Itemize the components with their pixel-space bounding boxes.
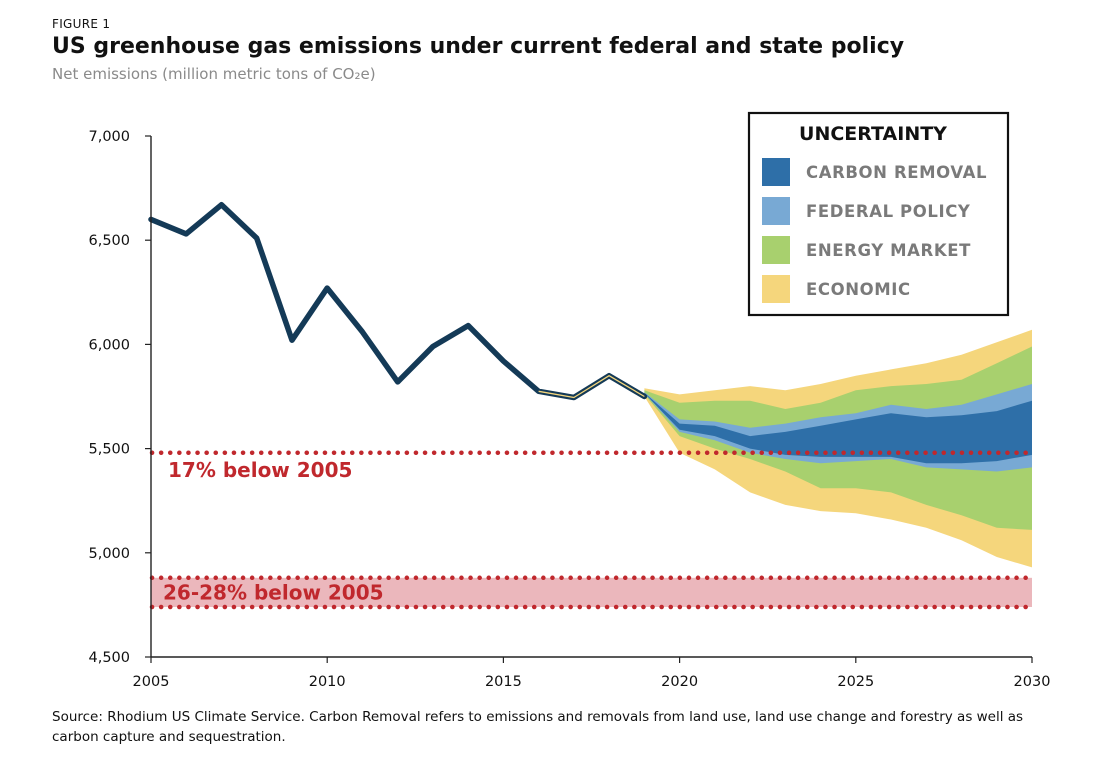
x-tick-label: 2005 [133,674,170,690]
historical-emissions [148,202,648,401]
y-tick-label: 6,000 [88,337,130,353]
y-tick-label: 6,500 [88,233,130,249]
legend-swatch-economic [762,275,790,303]
chart-subtitle: Net emissions (million metric tons of CO… [52,65,376,83]
x-tick-label: 2010 [309,674,346,690]
y-tick-label: 5,500 [88,442,130,458]
figure-label: FIGURE 1 [52,17,111,31]
chart-title: US greenhouse gas emissions under curren… [52,34,905,59]
legend-swatch-energy-market [762,236,790,264]
legend-swatch-carbon-removal [762,158,790,186]
legend-box [747,111,1010,317]
legend-label-economic: ECONOMIC [806,280,911,299]
band-carbon-removal [644,392,1032,464]
legend-label-carbon-removal: CARBON REMOVAL [806,163,987,182]
history-line-core [538,375,645,399]
x-tick-label: 2025 [837,674,874,690]
legend: UNCERTAINTY CARBON REMOVAL FEDERAL POLICY E… [747,111,1010,317]
target-label-26-28: 26-28% below 2005 [163,580,384,604]
y-tick-label: 4,500 [88,650,130,666]
target-lines: 17% below 2005 26-28% below 2005 [149,450,1035,610]
legend-title: UNCERTAINTY [799,123,947,145]
x-tick-label: 2030 [1014,674,1051,690]
axes: 4,500 5,000 5,500 6,000 6,500 7,000 2005 2010 20… [88,129,1050,690]
legend-label-federal-policy: FEDERAL POLICY [806,202,971,221]
history-line [148,202,648,401]
target-band-26-28 [151,577,1032,607]
source-note: Source: Rhodium US Climate Service. Carb… [52,709,1024,745]
uncertainty-bands [644,329,1032,568]
y-tick-label: 7,000 [88,129,130,145]
x-tick-label: 2015 [485,674,522,690]
x-tick-label: 2020 [661,674,698,690]
emissions-chart: 17% below 2005 26-28% below 2005 4,500 5,0… [88,111,1050,690]
target-label-17: 17% below 2005 [168,458,352,482]
y-tick-label: 5,000 [88,546,130,562]
legend-label-energy-market: ENERGY MARKET [806,241,971,260]
legend-swatch-federal-policy [762,197,790,225]
